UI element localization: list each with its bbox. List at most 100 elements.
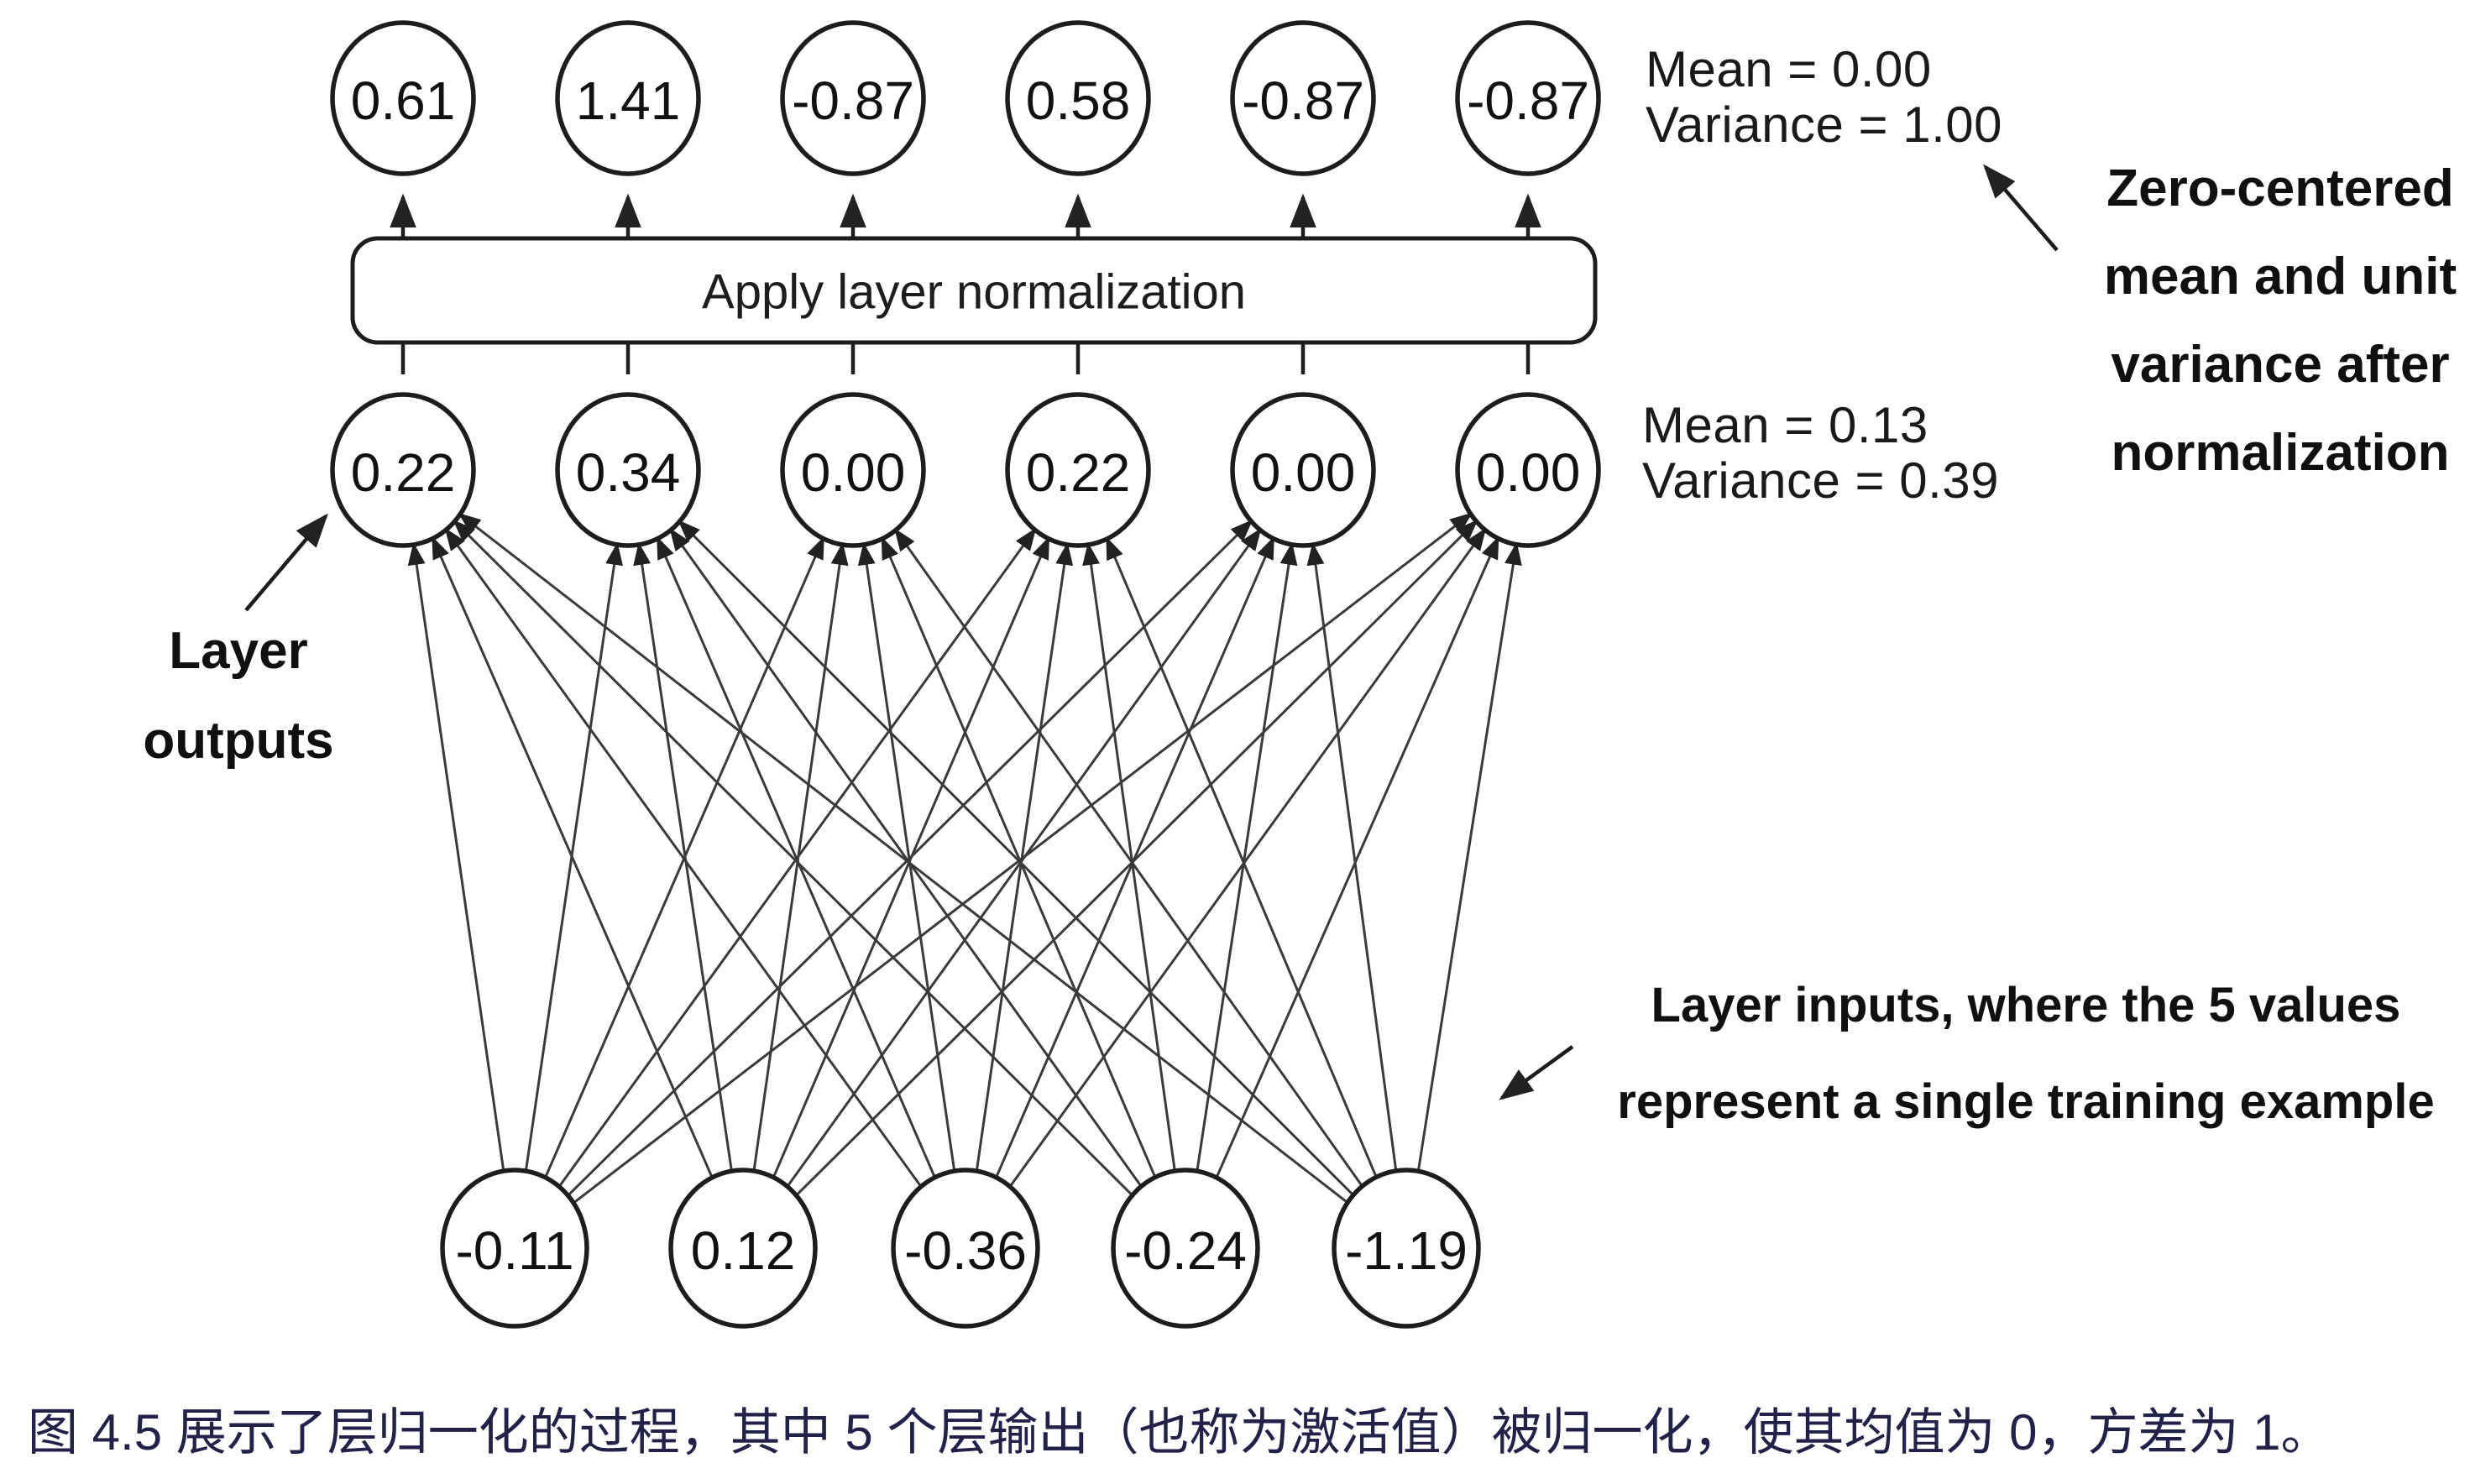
- output-node-circle: [330, 392, 476, 548]
- connection-line: [657, 536, 936, 1178]
- connection-line: [881, 536, 1157, 1178]
- normalized-node-value: 1.41: [576, 71, 681, 131]
- mean-after-label: Mean = 0.00: [1646, 41, 1932, 97]
- input-node-circle: [668, 1168, 818, 1329]
- box-link-lines: [390, 193, 1541, 374]
- output-node-value: 0.00: [801, 442, 906, 503]
- layer-outputs-line-2: outputs: [143, 712, 334, 770]
- output-node-value: 0.22: [351, 442, 456, 503]
- output-node: 0.00: [1230, 392, 1376, 548]
- zero-centered-arrow: [1983, 164, 2059, 252]
- output-node-circle: [1005, 392, 1151, 548]
- connection-line: [444, 527, 923, 1188]
- normalized-node-circle: [780, 20, 926, 176]
- normalized-node-value: -0.87: [792, 71, 914, 131]
- output-node-circle: [780, 392, 926, 548]
- output-node-value: 0.22: [1026, 442, 1131, 503]
- layer-inputs-line-2: represent a single training example: [1617, 1074, 2435, 1129]
- connection-line: [678, 520, 1354, 1196]
- output-nodes: 0.22 0.34 0.00 0.22 0.00 0.00: [330, 392, 1601, 548]
- connection-line: [857, 541, 956, 1172]
- connection-line: [1215, 536, 1499, 1178]
- input-node-circle: [1332, 1168, 1481, 1329]
- layer-inputs-arrow: [1499, 1045, 1574, 1100]
- connection-line: [752, 542, 849, 1172]
- input-node: 0.12: [668, 1168, 818, 1329]
- zero-centered-line-3: variance after: [2111, 336, 2450, 394]
- input-node-value: -1.19: [1345, 1220, 1468, 1281]
- normalized-node-circle: [555, 20, 701, 176]
- connection-line: [1306, 542, 1398, 1172]
- output-node-circle: [1230, 392, 1376, 548]
- output-node-circle: [1455, 392, 1601, 548]
- zero-centered-line-4: normalization: [2111, 424, 2450, 482]
- connection-line: [1008, 527, 1487, 1188]
- variance-before-label: Variance = 0.39: [1642, 452, 2000, 509]
- normalized-node-circle: [1230, 20, 1376, 176]
- input-node: -0.36: [891, 1168, 1040, 1329]
- connection-line: [975, 541, 1074, 1172]
- normalized-nodes: 0.61 1.41 -0.87 0.58 -0.87 -0.87: [330, 20, 1601, 176]
- connection-line: [995, 536, 1274, 1178]
- normalized-node-circle: [1455, 20, 1601, 176]
- output-node: 0.22: [330, 392, 476, 548]
- layer-outputs-label: Layer outputs: [29, 606, 448, 786]
- connection-line: [1416, 541, 1522, 1172]
- connection-line: [1106, 536, 1378, 1178]
- input-node: -1.19: [1332, 1168, 1481, 1329]
- normalized-node: -0.87: [1230, 20, 1376, 176]
- normalization-box: Apply layer normalization: [350, 236, 1598, 345]
- connection-line: [407, 541, 505, 1172]
- connection-line: [669, 527, 1143, 1188]
- normalized-node: -0.87: [1455, 20, 1601, 176]
- output-node: 0.00: [1455, 392, 1601, 548]
- connection-line: [453, 520, 1133, 1197]
- output-node-circle: [555, 392, 701, 548]
- zero-centered-line-1: Zero-centered: [2106, 159, 2454, 217]
- layer-inputs-line-1: Layer inputs, where the 5 values: [1651, 978, 2401, 1032]
- connection-line: [458, 512, 1349, 1204]
- output-node: 0.34: [555, 392, 701, 548]
- normalized-node: -0.87: [780, 20, 926, 176]
- zero-centered-annotation: Zero-centered mean and unit variance aft…: [1986, 144, 2470, 497]
- apply-layer-normalization-label: Apply layer normalization: [702, 265, 1246, 320]
- normalized-node-value: -0.87: [1467, 71, 1589, 131]
- input-node: -0.11: [440, 1168, 589, 1329]
- layer-outputs-arrow: [244, 513, 328, 612]
- normalized-node: 1.41: [555, 20, 701, 176]
- output-node: 0.00: [780, 392, 926, 548]
- input-node-value: -0.36: [904, 1220, 1027, 1281]
- layer-outputs-line-1: Layer: [169, 622, 308, 680]
- stats-before-normalization: Mean = 0.13 Variance = 0.39: [1642, 398, 1999, 509]
- normalized-node-circle: [1005, 20, 1151, 176]
- zero-centered-line-2: mean and unit: [2103, 248, 2457, 306]
- variance-after-label: Variance = 1.00: [1646, 97, 2003, 153]
- connection-line: [432, 536, 714, 1178]
- apply-layer-normalization-box: [350, 236, 1598, 345]
- output-node-value: 0.34: [576, 442, 681, 503]
- connection-line: [786, 527, 1262, 1188]
- input-node-value: -0.24: [1124, 1220, 1247, 1281]
- normalized-node-value: 0.58: [1026, 71, 1131, 131]
- connection-line: [795, 520, 1478, 1197]
- input-node-circle: [1111, 1168, 1260, 1329]
- output-node: 0.22: [1005, 392, 1151, 548]
- input-node-value: 0.12: [691, 1220, 796, 1281]
- connection-line: [1196, 541, 1298, 1172]
- input-nodes: -0.11 0.12 -0.36 -0.24 -1.19: [440, 1168, 1481, 1329]
- connection-line: [772, 536, 1050, 1178]
- normalized-node-value: 0.61: [351, 71, 456, 131]
- stats-after-normalization: Mean = 0.00 Variance = 1.00: [1646, 42, 2002, 153]
- mean-before-label: Mean = 0.13: [1642, 397, 1928, 453]
- normalized-node: 0.61: [330, 20, 476, 176]
- figure-caption: 图 4.5 展示了层归一化的过程，其中 5 个层输出（也称为激活值）被归一化，使…: [28, 1404, 2331, 1460]
- input-to-output-connections: [407, 512, 1522, 1204]
- connection-line: [1082, 542, 1176, 1172]
- annotation-arrows: [244, 164, 2059, 1100]
- input-node: -0.24: [1111, 1168, 1260, 1329]
- layer-inputs-label: Layer inputs, where the 5 values represe…: [1522, 957, 2470, 1150]
- normalized-node-circle: [330, 20, 476, 176]
- input-node-circle: [440, 1168, 589, 1329]
- connection-line: [894, 528, 1363, 1188]
